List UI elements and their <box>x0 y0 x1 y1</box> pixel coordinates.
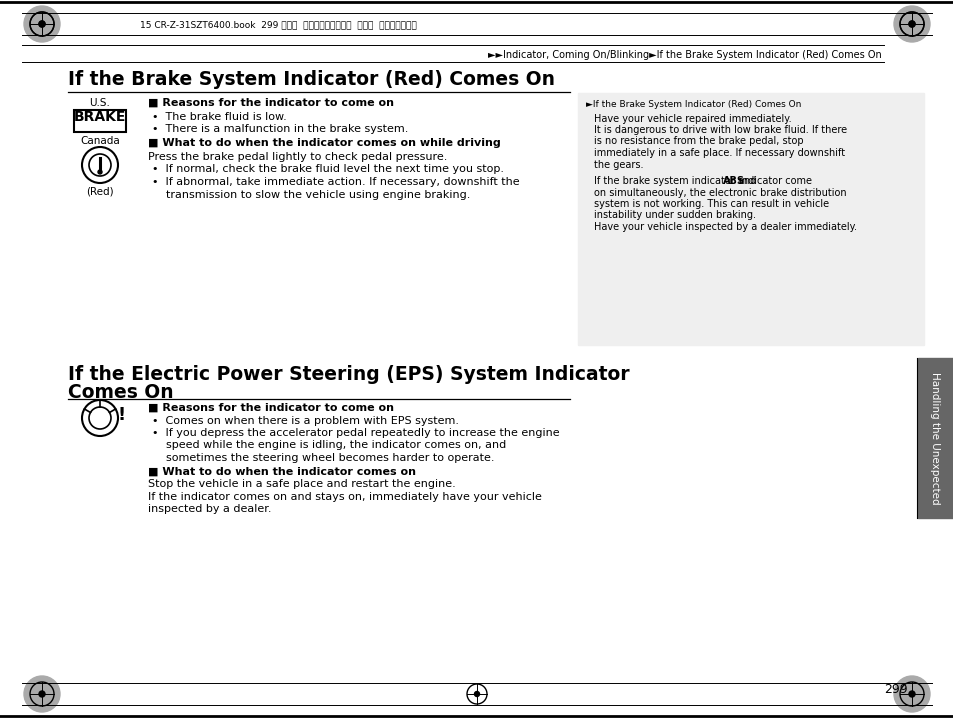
Text: U.S.: U.S. <box>90 98 111 108</box>
Circle shape <box>474 691 479 696</box>
Text: Press the brake pedal lightly to check pedal pressure.: Press the brake pedal lightly to check p… <box>148 152 447 162</box>
Text: ■ Reasons for the indicator to come on: ■ Reasons for the indicator to come on <box>148 98 394 108</box>
Text: Stop the vehicle in a safe place and restart the engine.: Stop the vehicle in a safe place and res… <box>148 479 456 489</box>
Text: immediately in a safe place. If necessary downshift: immediately in a safe place. If necessar… <box>594 148 844 158</box>
Text: •  The brake fluid is low.: • The brake fluid is low. <box>152 111 287 121</box>
Text: BRAKE: BRAKE <box>73 110 126 124</box>
Text: •  Comes on when there is a problem with EPS system.: • Comes on when there is a problem with … <box>152 416 458 426</box>
Circle shape <box>24 676 60 712</box>
Text: transmission to slow the vehicle using engine braking.: transmission to slow the vehicle using e… <box>166 190 470 200</box>
Circle shape <box>24 6 60 42</box>
Text: ►If the Brake System Indicator (Red) Comes On: ►If the Brake System Indicator (Red) Com… <box>585 100 801 109</box>
Circle shape <box>893 6 929 42</box>
Text: is no resistance from the brake pedal, stop: is no resistance from the brake pedal, s… <box>594 136 802 146</box>
Text: (Red): (Red) <box>86 187 113 197</box>
Text: Comes On: Comes On <box>68 383 173 402</box>
Text: Have your vehicle repaired immediately.: Have your vehicle repaired immediately. <box>594 113 791 123</box>
Text: !: ! <box>118 406 126 424</box>
Text: •  If normal, check the brake fluid level the next time you stop.: • If normal, check the brake fluid level… <box>152 164 503 174</box>
Circle shape <box>98 170 102 174</box>
Circle shape <box>908 21 914 27</box>
Text: sometimes the steering wheel becomes harder to operate.: sometimes the steering wheel becomes har… <box>166 453 494 463</box>
Text: If the brake system indicator and: If the brake system indicator and <box>594 176 759 186</box>
Text: the gears.: the gears. <box>594 159 643 169</box>
Text: ►►Indicator, Coming On/Blinking►If the Brake System Indicator (Red) Comes On: ►►Indicator, Coming On/Blinking►If the B… <box>488 50 882 60</box>
Text: •  If abnormal, take immediate action. If necessary, downshift the: • If abnormal, take immediate action. If… <box>152 177 519 187</box>
Circle shape <box>908 691 914 697</box>
Text: Have your vehicle inspected by a dealer immediately.: Have your vehicle inspected by a dealer … <box>594 222 856 232</box>
Text: inspected by a dealer.: inspected by a dealer. <box>148 504 272 514</box>
Text: If the Brake System Indicator (Red) Comes On: If the Brake System Indicator (Red) Come… <box>68 70 555 89</box>
Text: ■ Reasons for the indicator to come on: ■ Reasons for the indicator to come on <box>148 403 394 413</box>
Text: Handling the Unexpected: Handling the Unexpected <box>929 372 939 504</box>
Circle shape <box>39 21 45 27</box>
Text: •  There is a malfunction in the brake system.: • There is a malfunction in the brake sy… <box>152 124 408 134</box>
Text: 15 CR-Z-31SZT6400.book  299 ページ  ２０１４年８月１日  金曜日  午後１時５９分: 15 CR-Z-31SZT6400.book 299 ページ ２０１４年８月１日… <box>140 20 416 29</box>
Text: system is not working. This can result in vehicle: system is not working. This can result i… <box>594 199 828 209</box>
Circle shape <box>908 21 914 27</box>
Text: 299: 299 <box>883 683 906 696</box>
Text: If the indicator comes on and stays on, immediately have your vehicle: If the indicator comes on and stays on, … <box>148 492 541 501</box>
Text: on simultaneously, the electronic brake distribution: on simultaneously, the electronic brake … <box>594 187 845 197</box>
Text: Canada: Canada <box>80 136 120 146</box>
Text: speed while the engine is idling, the indicator comes on, and: speed while the engine is idling, the in… <box>166 441 506 450</box>
Circle shape <box>39 691 45 697</box>
Text: instability under sudden braking.: instability under sudden braking. <box>594 210 755 220</box>
Text: ABS: ABS <box>722 176 744 186</box>
Bar <box>74 110 126 132</box>
Text: indicator come: indicator come <box>735 176 811 186</box>
Bar <box>578 93 923 345</box>
Text: ■ What to do when the indicator comes on while driving: ■ What to do when the indicator comes on… <box>148 139 500 149</box>
Bar <box>917 358 952 518</box>
Circle shape <box>893 676 929 712</box>
Text: ■ What to do when the indicator comes on: ■ What to do when the indicator comes on <box>148 467 416 477</box>
Text: If the Electric Power Steering (EPS) System Indicator: If the Electric Power Steering (EPS) Sys… <box>68 365 629 384</box>
Text: •  If you depress the accelerator pedal repeatedly to increase the engine: • If you depress the accelerator pedal r… <box>152 428 559 438</box>
Circle shape <box>39 21 45 27</box>
Text: It is dangerous to drive with low brake fluid. If there: It is dangerous to drive with low brake … <box>594 125 846 135</box>
